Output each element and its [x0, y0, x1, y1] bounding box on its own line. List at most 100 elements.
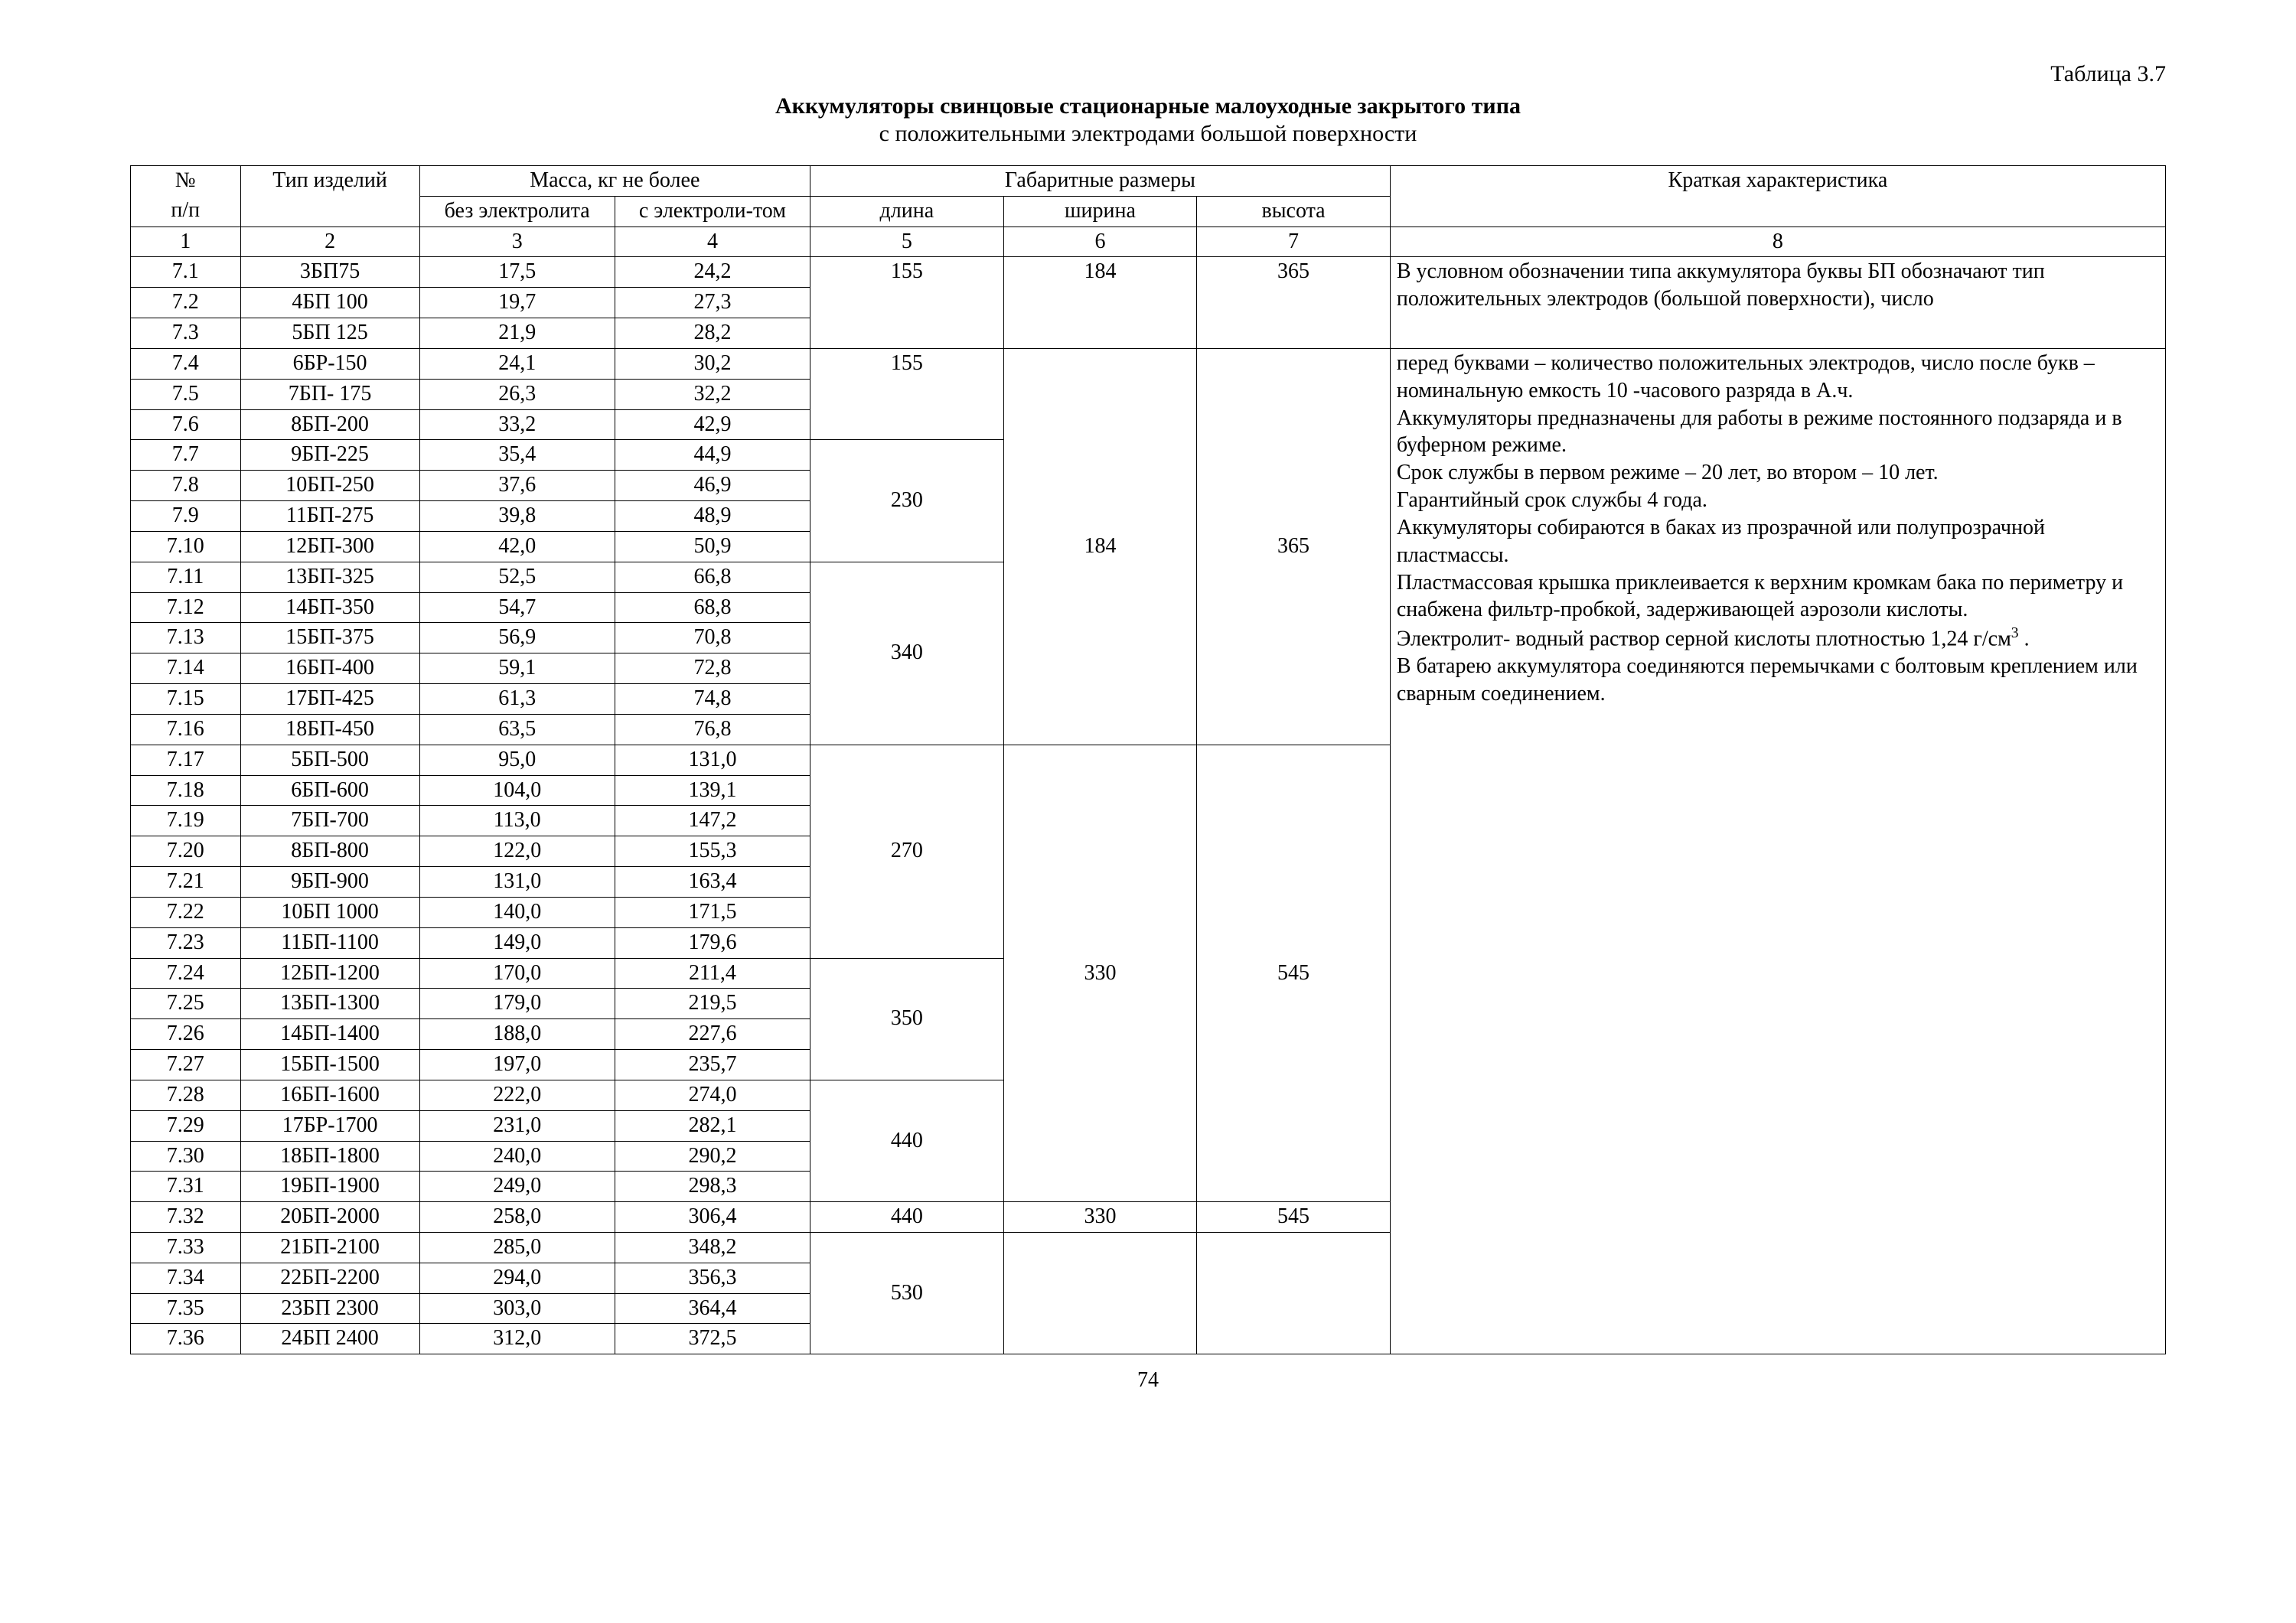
cell-n: 7.25 [131, 989, 241, 1019]
desc-line: Аккумуляторы предназначены для работы в … [1397, 405, 2159, 460]
cell-m1: 303,0 [419, 1293, 615, 1324]
th-desc: Краткая характеристика [1390, 166, 2165, 227]
cell-n: 7.3 [131, 318, 241, 349]
th-dim: Габаритные размеры [810, 166, 1391, 197]
cell-m1: 179,0 [419, 989, 615, 1019]
cell-t: 5БП 125 [240, 318, 419, 349]
th-type: Тип изделий [240, 166, 419, 227]
cell-t: 16БП-400 [240, 653, 419, 684]
cell-t: 23БП 2300 [240, 1293, 419, 1324]
cell-n: 7.26 [131, 1019, 241, 1050]
cell-m2: 74,8 [615, 684, 810, 715]
table-row: 7.4 6БР-150 24,1 30,2 155 184 365 перед … [131, 348, 2166, 379]
cell-n: 7.13 [131, 623, 241, 653]
cell-n: 7.28 [131, 1080, 241, 1110]
cell-m1: 170,0 [419, 958, 615, 989]
desc-line: Аккумуляторы собираются в баках из прозр… [1397, 514, 2159, 569]
cell-m1: 35,4 [419, 440, 615, 471]
cell-t: 17БР-1700 [240, 1110, 419, 1141]
cell-n: 7.11 [131, 562, 241, 592]
cell-n: 7.24 [131, 958, 241, 989]
th-d3: высота [1197, 196, 1391, 227]
cell-m2: 70,8 [615, 623, 810, 653]
cell-m1: 294,0 [419, 1263, 615, 1293]
cell-m2: 32,2 [615, 379, 810, 409]
cell-t: 7БП-700 [240, 806, 419, 836]
cell-m1: 39,8 [419, 501, 615, 532]
nr-1: 1 [131, 227, 241, 257]
cell-m1: 122,0 [419, 836, 615, 867]
nr-2: 2 [240, 227, 419, 257]
cell-w [1003, 1232, 1197, 1354]
cell-t: 5БП-500 [240, 745, 419, 775]
cell-len: 440 [810, 1080, 1004, 1201]
cell-len: 340 [810, 562, 1004, 745]
cell-n: 7.23 [131, 927, 241, 958]
desc-line: Электролит- водный раствор серной кислот… [1397, 624, 2159, 653]
cell-h: 545 [1197, 1202, 1391, 1233]
cell-m2: 372,5 [615, 1324, 810, 1354]
cell-m2: 306,4 [615, 1202, 810, 1233]
cell-t: 14БП-350 [240, 592, 419, 623]
title: Аккумуляторы свинцовые стационарные мало… [130, 93, 2166, 119]
cell-n: 7.1 [131, 257, 241, 288]
cell-n: 7.6 [131, 409, 241, 440]
desc-line: Гарантийный срок службы 4 года. [1397, 487, 2159, 514]
cell-t: 4БП 100 [240, 288, 419, 318]
cell-n: 7.34 [131, 1263, 241, 1293]
cell-n: 7.7 [131, 440, 241, 471]
cell-t: 11БП-1100 [240, 927, 419, 958]
cell-m2: 30,2 [615, 348, 810, 379]
desc-line: В батарею аккумулятора соединяются перем… [1397, 653, 2159, 708]
cell-m2: 364,4 [615, 1293, 810, 1324]
cell-n: 7.5 [131, 379, 241, 409]
cell-m2: 139,1 [615, 775, 810, 806]
cell-t: 12БП-1200 [240, 958, 419, 989]
cell-n: 7.8 [131, 471, 241, 501]
cell-h [1197, 1232, 1391, 1354]
cell-n: 7.29 [131, 1110, 241, 1141]
cell-w: 184 [1003, 348, 1197, 745]
cell-m2: 66,8 [615, 562, 810, 592]
cell-n: 7.33 [131, 1232, 241, 1263]
cell-m2: 171,5 [615, 897, 810, 927]
th-d1: длина [810, 196, 1004, 227]
cell-n: 7.14 [131, 653, 241, 684]
cell-t: 6БП-600 [240, 775, 419, 806]
cell-m2: 131,0 [615, 745, 810, 775]
cell-n: 7.4 [131, 348, 241, 379]
cell-n: 7.35 [131, 1293, 241, 1324]
page-number: 74 [130, 1368, 2166, 1393]
cell-m2: 155,3 [615, 836, 810, 867]
cell-t: 17БП-425 [240, 684, 419, 715]
cell-m2: 163,4 [615, 867, 810, 898]
cell-m2: 48,9 [615, 501, 810, 532]
nr-5: 5 [810, 227, 1004, 257]
th-num: № [131, 166, 241, 197]
num-row: 1 2 3 4 5 6 7 8 [131, 227, 2166, 257]
cell-t: 14БП-1400 [240, 1019, 419, 1050]
cell-m1: 61,3 [419, 684, 615, 715]
header-row-1: № Тип изделий Масса, кг не более Габарит… [131, 166, 2166, 197]
cell-m1: 231,0 [419, 1110, 615, 1141]
desc-sup: 3 [2011, 625, 2019, 641]
cell-m1: 33,2 [419, 409, 615, 440]
cell-t: 10БП-250 [240, 471, 419, 501]
cell-m2: 219,5 [615, 989, 810, 1019]
cell-m2: 50,9 [615, 531, 810, 562]
desc-cell-2: перед буквами – количество положительных… [1390, 348, 2165, 1354]
cell-m1: 42,0 [419, 531, 615, 562]
cell-t: 13БП-1300 [240, 989, 419, 1019]
cell-t: 21БП-2100 [240, 1232, 419, 1263]
th-num-2: п/п [131, 196, 241, 227]
cell-m1: 21,9 [419, 318, 615, 349]
cell-m1: 95,0 [419, 745, 615, 775]
cell-m1: 113,0 [419, 806, 615, 836]
cell-n: 7.17 [131, 745, 241, 775]
cell-m2: 274,0 [615, 1080, 810, 1110]
cell-m2: 68,8 [615, 592, 810, 623]
cell-n: 7.15 [131, 684, 241, 715]
cell-m2: 298,3 [615, 1172, 810, 1202]
cell-m1: 249,0 [419, 1172, 615, 1202]
cell-t: 12БП-300 [240, 531, 419, 562]
